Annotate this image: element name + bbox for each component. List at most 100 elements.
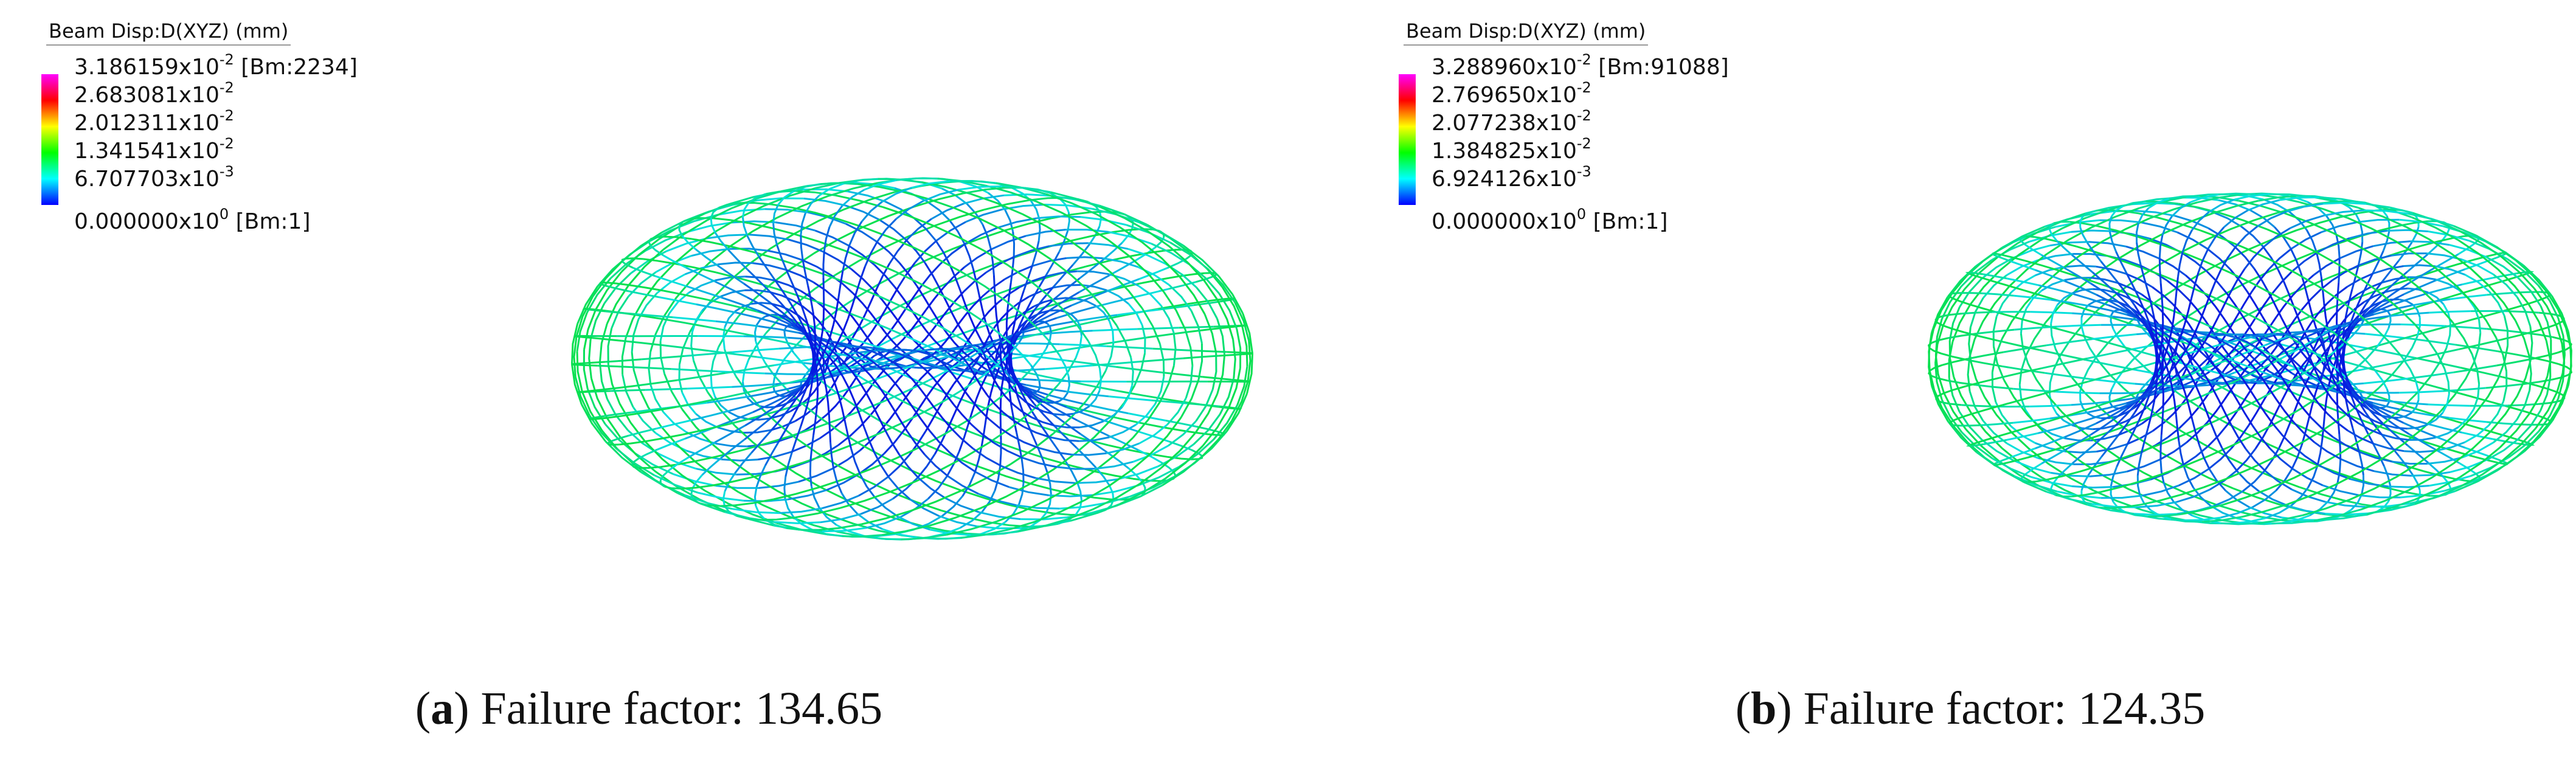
mesh-line: [974, 344, 983, 350]
mesh-line: [2322, 484, 2360, 496]
mesh-line: [843, 191, 896, 210]
mesh-line: [682, 484, 713, 490]
mesh-line: [2332, 264, 2360, 282]
mesh-line: [2188, 358, 2231, 376]
mesh-line: [994, 338, 1001, 343]
mesh-line: [2171, 201, 2191, 217]
mesh-line: [736, 311, 775, 324]
mesh-line: [1035, 477, 1076, 484]
mesh-line: [812, 529, 843, 538]
mesh-line: [822, 304, 825, 332]
mesh-line: [862, 206, 915, 228]
mesh-line: [1094, 460, 1134, 470]
mesh-line: [997, 286, 1020, 304]
mesh-line: [981, 490, 996, 513]
mesh-line: [2266, 251, 2316, 274]
mesh-line: [994, 310, 1010, 328]
mesh-line: [1030, 348, 1047, 370]
mesh-line: [2373, 304, 2412, 316]
mesh-line: [1134, 353, 1146, 386]
mesh-line: [2350, 317, 2363, 331]
mesh-line: [2034, 269, 2065, 282]
mesh-line: [588, 339, 592, 379]
mesh-line: [2490, 431, 2518, 440]
mesh-line: [753, 325, 758, 341]
mesh-line: [1079, 433, 1107, 453]
torus-mesh: [571, 177, 1253, 541]
mesh-line: [776, 195, 828, 219]
mesh-line: [2220, 246, 2237, 271]
mesh-line: [858, 476, 888, 497]
mesh-line: [728, 410, 779, 425]
mesh-line: [2336, 282, 2340, 310]
mesh-line: [858, 381, 874, 406]
mesh-line: [983, 249, 1030, 281]
mesh-line: [747, 269, 770, 293]
mesh-line: [2251, 345, 2271, 362]
mesh-line: [2009, 285, 2048, 299]
mesh-line: [2529, 326, 2533, 361]
mesh-line: [2516, 296, 2532, 327]
mesh-line: [877, 384, 893, 408]
mesh-line: [571, 364, 583, 405]
mesh-line: [2412, 303, 2421, 317]
mesh-line: [991, 235, 1027, 250]
mesh-line: [1108, 231, 1152, 245]
mesh-line: [2558, 369, 2572, 408]
mesh-line: [2276, 296, 2319, 323]
mesh-line: [1121, 384, 1134, 408]
mesh-line: [822, 251, 825, 278]
mesh-line: [964, 365, 974, 372]
mesh-line: [2302, 498, 2351, 516]
mesh-line: [2166, 484, 2216, 505]
mesh-line: [679, 218, 690, 226]
mesh-line: [970, 423, 994, 444]
mesh-line: [2001, 365, 2045, 374]
mesh-line: [2294, 397, 2313, 419]
mesh-line: [2223, 487, 2271, 506]
mesh-line: [1045, 193, 1097, 215]
mesh-line: [2071, 400, 2112, 406]
mesh-line: [2139, 265, 2148, 291]
mesh-line: [2160, 350, 2176, 375]
mesh-line: [2275, 295, 2293, 318]
mesh-line: [659, 480, 665, 488]
mesh-line: [982, 224, 992, 249]
mesh-line: [2162, 482, 2175, 502]
mesh-line: [2313, 257, 2341, 276]
legend-mantissa: 3.186159x10: [74, 55, 220, 80]
mesh-line: [2178, 440, 2185, 466]
mesh-line: [2411, 400, 2420, 414]
mesh-line: [732, 508, 780, 515]
mesh-line: [2487, 328, 2525, 334]
legend-exponent: -2: [220, 135, 234, 152]
mesh-line: [2298, 322, 2312, 343]
mesh-line: [1032, 389, 1040, 393]
mesh-line: [2360, 278, 2400, 310]
mesh-line: [2358, 452, 2364, 476]
mesh-line: [2120, 440, 2168, 460]
mesh-line: [2257, 210, 2287, 227]
mesh-line: [2358, 241, 2364, 265]
mesh-line: [696, 303, 737, 314]
legend-entry: 0.000000x100 [Bm:1]: [1432, 206, 1668, 234]
mesh-line: [989, 248, 995, 276]
mesh-line: [2090, 305, 2127, 316]
mesh-line: [2275, 468, 2293, 491]
mesh-line: [905, 238, 926, 264]
mesh-line: [2026, 462, 2043, 474]
mesh-line: [1193, 414, 1221, 445]
mesh-line: [896, 177, 938, 181]
mesh-line: [1076, 481, 1082, 501]
mesh-line: [777, 190, 794, 206]
mesh-line: [2072, 491, 2101, 497]
panel: Beam Disp:D(XYZ) (mm)3.288960x10-2 [Bm:9…: [1399, 19, 2573, 734]
mesh-line: [864, 362, 878, 369]
mesh-line: [2311, 417, 2334, 438]
mesh-line: [2307, 374, 2327, 387]
mesh-line: [892, 407, 908, 432]
mesh-line: [2427, 456, 2463, 465]
mesh-line: [2198, 444, 2211, 470]
mesh-line: [980, 419, 987, 447]
mesh-line: [1046, 270, 1078, 277]
